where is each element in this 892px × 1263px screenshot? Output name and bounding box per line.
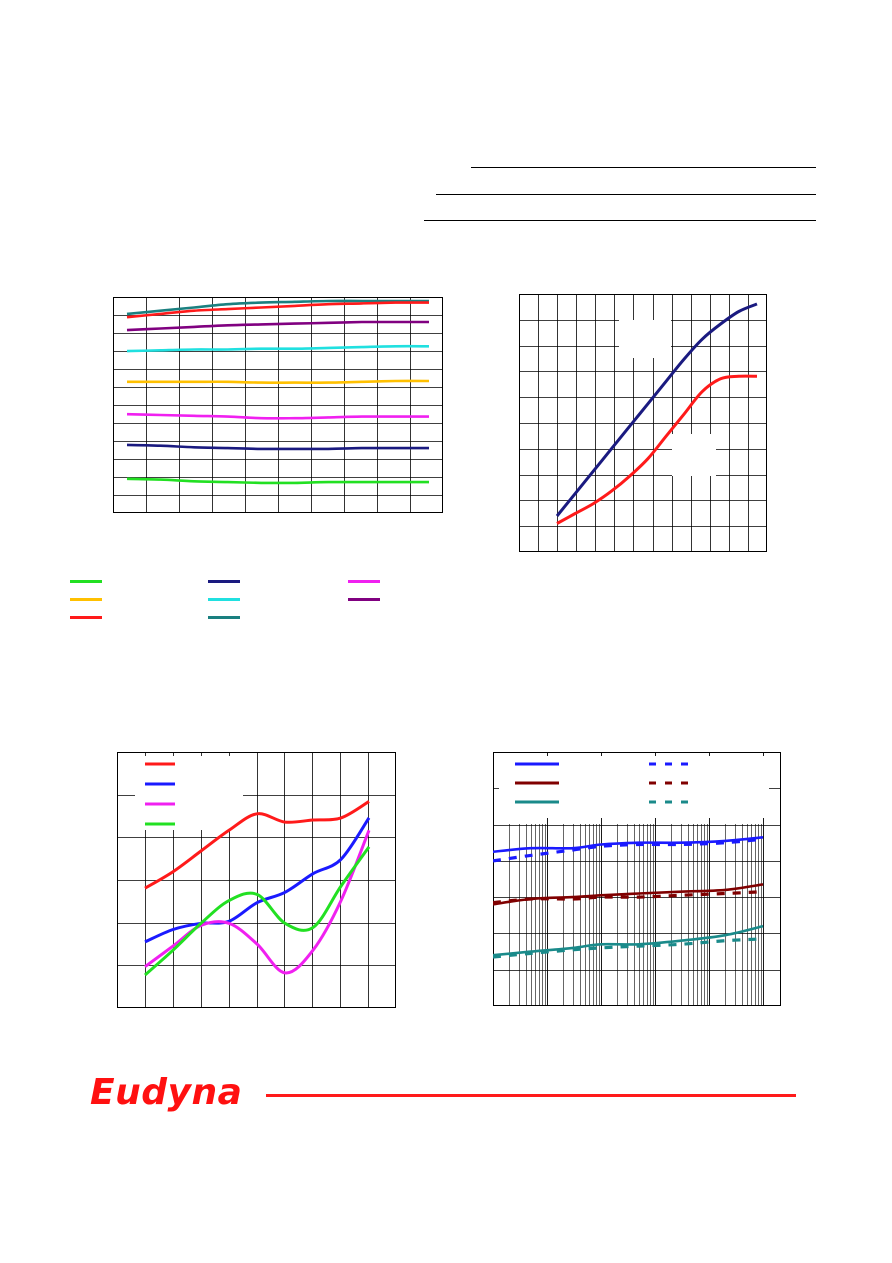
chart-1-legend: [70, 580, 400, 630]
chart-1-series-5: [126, 379, 430, 384]
chart-2-series-2: [556, 374, 758, 525]
chart-3-series-2: [144, 817, 371, 944]
legend-swatch-cyan: [208, 598, 240, 601]
chart-4-series-2: [493, 837, 764, 863]
chart-3-series-3: [144, 829, 371, 975]
chart-1-series-1: [126, 299, 429, 316]
chart-3-line-plot: [117, 752, 396, 1008]
chart-2-label-box-1: [619, 320, 671, 358]
header-rule-2: [436, 194, 816, 195]
chart-4-series-1: [493, 836, 764, 854]
header-rule-3: [424, 220, 816, 221]
chart-4-series-6: [493, 937, 764, 959]
chart-1-series-4: [126, 344, 430, 353]
chart-4-legend-bg: [499, 756, 769, 818]
header-rule-1: [471, 167, 816, 168]
chart-4-log-line-plot: [493, 752, 781, 1006]
chart-2-series-1: [555, 302, 758, 517]
legend-swatch-teal: [208, 616, 240, 619]
chart-3-series-4: [144, 846, 371, 977]
chart-2-label-box-2: [672, 434, 716, 476]
chart-1-series-2: [126, 301, 430, 319]
legend-swatch-magenta: [348, 580, 380, 583]
chart-2-line-plot: [519, 294, 767, 552]
brand-footer: Eudyna: [88, 1070, 808, 1118]
legend-swatch-yellow: [70, 598, 102, 601]
chart-3-legend-bg: [135, 756, 243, 830]
chart-1-series-8: [126, 477, 429, 485]
chart-1-line-plot: [113, 297, 443, 513]
grid-lines: [113, 297, 443, 513]
chart-3-series-1: [144, 800, 370, 890]
eudyna-logo: Eudyna: [90, 1072, 243, 1113]
chart-4-series-3: [493, 883, 764, 906]
chart-1-series-3: [126, 320, 429, 332]
chart-4-series-4: [493, 890, 764, 905]
legend-swatch-green: [70, 580, 102, 583]
legend-swatch-purple: [348, 598, 380, 601]
legend-swatch-navy: [208, 580, 240, 583]
chart-1-series-6: [126, 412, 429, 420]
brand-rule: [266, 1094, 796, 1097]
legend-swatch-red: [70, 616, 102, 619]
chart-1-series-7: [126, 443, 429, 451]
chart-4-series-5: [493, 924, 764, 957]
